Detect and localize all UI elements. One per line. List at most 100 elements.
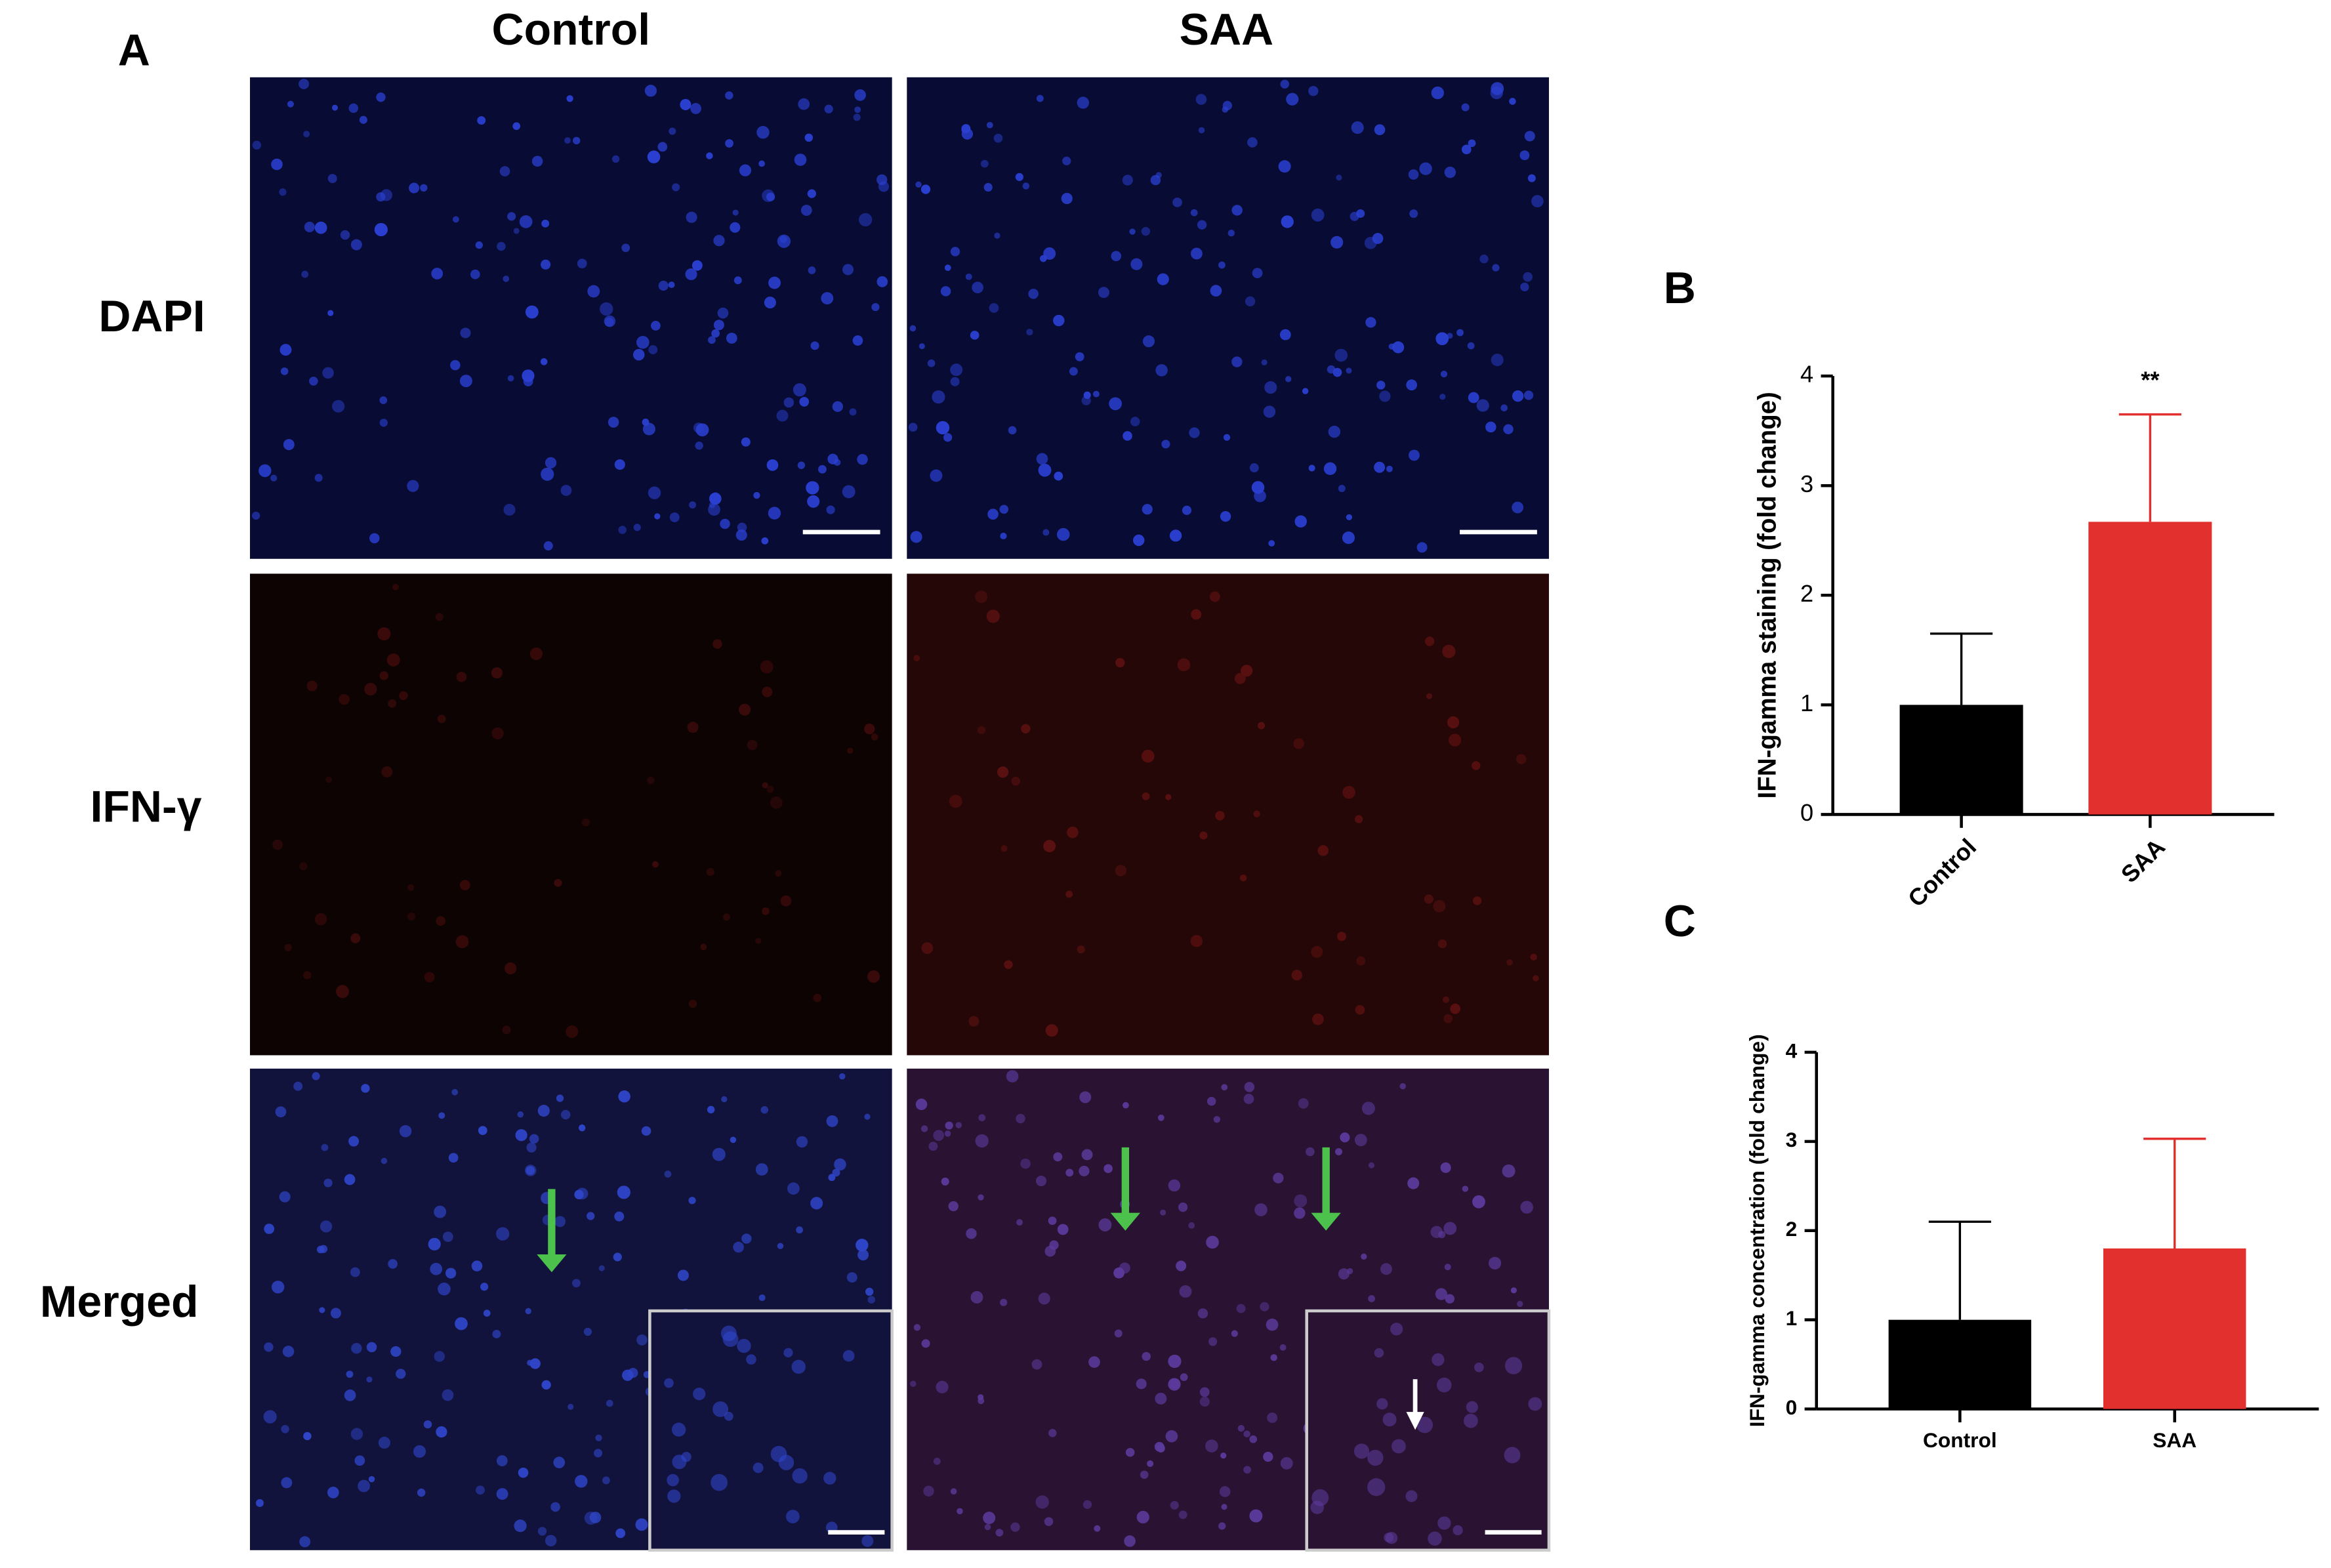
nucleus [615,1528,626,1538]
nucleus [636,1334,648,1346]
nucleus [608,417,619,428]
nucleus [251,511,260,520]
nucleus [1038,463,1052,477]
nucleus [867,1296,876,1304]
nucleus [1520,282,1529,292]
nucleus [1490,86,1503,100]
nucleus [1208,1337,1218,1346]
nucleus [1476,399,1489,412]
row-label: IFN-γ [90,782,201,832]
nucleus [442,1389,454,1401]
nucleus [1523,390,1534,400]
nucleus [1380,1263,1392,1275]
nucleus [1119,1262,1130,1274]
nucleus [1312,1013,1324,1025]
nucleus [706,152,713,159]
nucleus [1278,160,1291,173]
nucleus [1109,397,1122,411]
nucleus [576,1187,588,1200]
nucleus [864,723,875,735]
nucleus [1504,1447,1521,1464]
nucleus [865,1287,874,1296]
nucleus [390,1346,402,1357]
nucleus [519,215,533,228]
nucleus [1114,1329,1123,1338]
nucleus [944,264,951,272]
nucleus [877,276,888,287]
nucleus [537,1527,547,1536]
nucleus [642,419,650,426]
nucleus [777,234,791,248]
arrow-head [1311,1212,1341,1231]
nucleus [541,1380,551,1390]
nucleus [913,1324,921,1331]
nucleus [1245,296,1256,307]
nucleus [667,1489,681,1503]
nucleus [1426,693,1433,699]
nucleus [1361,1102,1375,1115]
nucleus [776,409,789,422]
nucleus [664,1378,674,1388]
nucleus [1042,529,1050,536]
nucleus [379,671,389,680]
nucleus [456,671,467,682]
nucleus [369,533,380,544]
nucleus [780,895,792,907]
nucleus [396,1369,406,1379]
nucleus [399,1124,412,1138]
nucleus [1136,1378,1147,1390]
micrograph [907,573,1549,1056]
nucleus [293,1081,303,1091]
nucleus [502,1025,511,1035]
nucleus [1509,98,1516,105]
nucleus [436,1426,447,1438]
nucleus [312,1072,320,1081]
nucleus [1260,1302,1269,1311]
arrow-head [1110,1212,1140,1231]
nucleus [735,529,747,541]
nucleus [1328,425,1341,438]
nucleus [480,1283,489,1291]
nucleus [1431,86,1445,100]
nucleus [685,268,697,281]
nucleus [1453,1525,1463,1536]
nucleus [724,1411,733,1421]
nucleus [541,219,550,228]
nucleus [1142,504,1153,515]
nucleus [1234,672,1246,684]
nucleus [460,327,471,339]
nucleus [392,583,399,590]
nucleus [1141,226,1151,236]
nucleus [711,1474,728,1491]
nucleus [861,1535,874,1547]
nucleus [1150,175,1161,186]
nucleus [798,98,810,110]
nucleus [961,124,971,133]
nucleus [722,913,730,921]
nucleus [606,1399,613,1407]
nucleus [970,331,980,340]
nucleus [381,1157,388,1165]
nucleus [517,1111,524,1118]
nucleus [1392,1439,1406,1454]
nucleus [1280,79,1290,89]
nucleus [350,239,362,251]
nucleus [842,1350,855,1362]
nucleus [1016,1219,1023,1226]
nucleus [1189,427,1200,438]
nucleus [1298,1098,1309,1109]
nucleus [642,423,655,436]
nucleus [944,1130,951,1137]
nucleus [1219,1486,1231,1497]
nucleus [756,126,770,139]
nucleus [804,133,814,142]
nucleus [712,639,722,649]
nucleus [1361,1253,1367,1260]
nucleus [545,1535,557,1547]
nucleus [1081,1149,1093,1161]
nucleus [842,264,854,276]
nucleus [1340,1132,1350,1143]
nucleus [1221,1084,1228,1091]
nucleus [567,1403,574,1410]
